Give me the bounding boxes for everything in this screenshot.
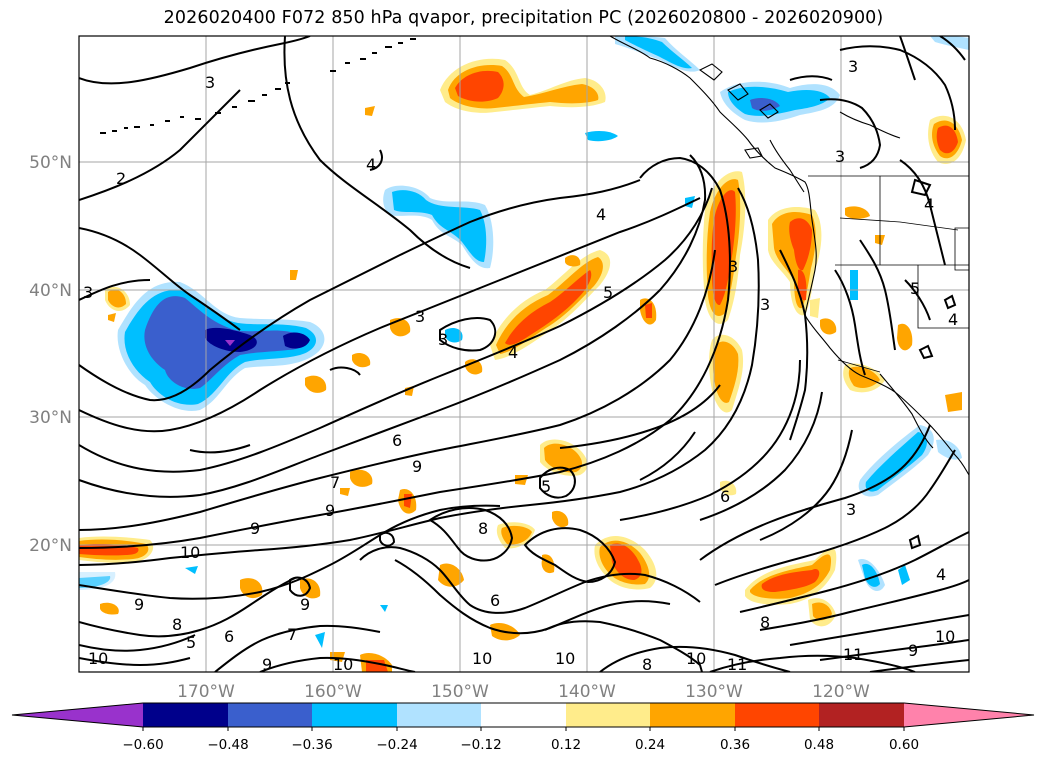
contour-label: 10 (935, 627, 955, 646)
contour-label: 9 (262, 655, 272, 674)
contour-label: 6 (392, 431, 402, 450)
contour-label: 3 (438, 330, 448, 349)
colorbar-tick-label: −0.36 (291, 737, 332, 753)
lon-tick-label: 120°W (812, 682, 870, 702)
lat-tick-label: 50°N (29, 153, 72, 173)
colorbar-extend-low (12, 703, 143, 727)
latitude-tick-labels: 50°N 40°N 30°N 20°N (29, 153, 72, 556)
contour-label: 2 (116, 169, 126, 188)
colorbar-tick-label: 0.36 (720, 737, 750, 753)
lon-tick-label: 140°W (558, 682, 616, 702)
lon-tick-label: 130°W (685, 682, 743, 702)
contour-label: 4 (924, 195, 934, 214)
colorbar-tick-label: −0.60 (122, 737, 163, 753)
colorbar-tick-label: 0.60 (889, 737, 919, 753)
contour-label: 10 (555, 649, 575, 668)
contour-label: 9 (134, 595, 144, 614)
map-panel: 3 3 2 4 3 4 5 3 4 3 3 4 5 4 3 3 6 9 7 9 … (79, 36, 969, 674)
contour-label: 11 (843, 645, 863, 664)
contour-label: 4 (936, 565, 946, 584)
contour-label: 8 (478, 519, 488, 538)
contour-label: 3 (846, 500, 856, 519)
colorbar-segment (650, 703, 735, 727)
qvapor-contours (79, 36, 969, 672)
political-borders (808, 175, 969, 373)
colorbar-tick-labels: −0.60 −0.48 −0.36 −0.24 −0.12 0.12 0.24 … (122, 737, 919, 753)
colorbar-segment (143, 703, 228, 727)
lon-tick-label: 160°W (304, 682, 362, 702)
colorbar-segment (819, 703, 904, 727)
contour-label: 5 (910, 279, 920, 298)
longitude-tick-labels: 170°W 160°W 150°W 140°W 130°W 120°W (177, 682, 870, 702)
contour-label: 8 (760, 613, 770, 632)
map-frame (78, 35, 970, 673)
contour-label: 9 (300, 595, 310, 614)
contour-label: 4 (366, 155, 376, 174)
contour-label: 4 (948, 310, 958, 329)
colorbar-tick-label: −0.12 (460, 737, 501, 753)
lat-tick-label: 20°N (29, 536, 72, 556)
contour-label: 10 (472, 649, 492, 668)
contour-label: 5 (541, 477, 551, 496)
colorbar-segment (397, 703, 481, 727)
contour-label: 3 (760, 295, 770, 314)
colorbar-tick-label: 0.12 (551, 737, 581, 753)
contour-labels: 3 3 2 4 3 4 5 3 4 3 3 4 5 4 3 3 6 9 7 9 … (83, 57, 958, 674)
contour-label: 4 (596, 205, 606, 224)
contour-label: 5 (186, 633, 196, 652)
contour-label: 3 (728, 257, 738, 276)
contour-label: 3 (415, 307, 425, 326)
contour-label: 8 (172, 615, 182, 634)
contour-label: 7 (330, 473, 340, 492)
colorbar-segment (735, 703, 819, 727)
contour-label: 3 (205, 73, 215, 92)
contour-label: 7 (287, 625, 297, 644)
contour-label: 4 (508, 343, 518, 362)
contour-label: 10 (88, 649, 108, 668)
colorbar: −0.60 −0.48 −0.36 −0.24 −0.12 0.12 0.24 … (11, 702, 1035, 753)
contour-label: 3 (835, 147, 845, 166)
colorbar-segment (566, 703, 650, 727)
lon-tick-label: 150°W (431, 682, 489, 702)
colorbar-segment (481, 703, 566, 727)
contour-label: 3 (848, 57, 858, 76)
colorbar-ticks (142, 727, 905, 731)
contour-label: 6 (490, 591, 500, 610)
contour-label: 11 (727, 655, 747, 674)
lon-tick-label: 170°W (177, 682, 235, 702)
contour-label: 3 (83, 283, 93, 302)
contour-label: 9 (412, 457, 422, 476)
colorbar-extend-high (904, 703, 1034, 727)
negative-pc-shading (79, 36, 969, 648)
lat-tick-label: 30°N (29, 408, 72, 428)
coastlines (609, 36, 969, 476)
contour-label: 9 (908, 641, 918, 660)
lat-tick-label: 40°N (29, 281, 72, 301)
colorbar-segment (228, 703, 312, 727)
contour-label: 8 (642, 655, 652, 674)
colorbar-tick-label: 0.24 (635, 737, 665, 753)
colorbar-tick-label: 0.48 (804, 737, 834, 753)
contour-label: 10 (180, 543, 200, 562)
contour-label: 9 (325, 501, 335, 520)
colorbar-tick-label: −0.48 (207, 737, 248, 753)
contour-label: 10 (333, 655, 353, 674)
map-title: 2026020400 F072 850 hPa qvapor, precipit… (163, 8, 884, 28)
contour-label: 10 (686, 649, 706, 668)
colorbar-tick-label: −0.24 (376, 737, 417, 753)
colorbar-segment (312, 703, 397, 727)
contour-label: 9 (250, 519, 260, 538)
contour-label: 6 (224, 627, 234, 646)
contour-label: 5 (603, 283, 613, 302)
contour-label: 6 (720, 487, 730, 506)
